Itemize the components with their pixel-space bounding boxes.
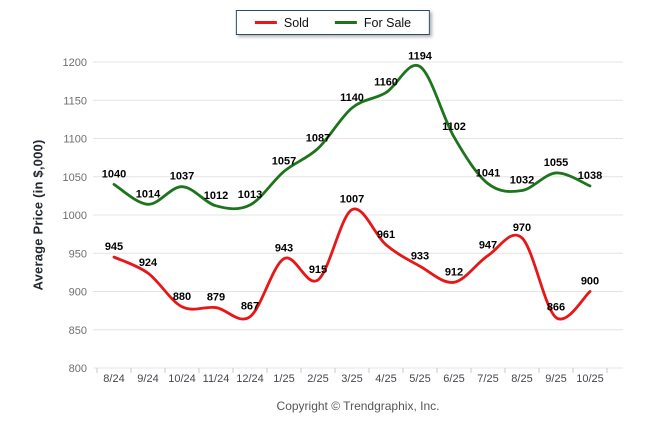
data-label: 1032 [510, 175, 534, 187]
data-label: 970 [513, 222, 531, 234]
data-label: 1057 [272, 155, 296, 167]
data-label: 1038 [578, 170, 602, 182]
data-label: 933 [411, 250, 429, 262]
svg-text:4/25: 4/25 [375, 373, 396, 385]
data-label: 1014 [136, 188, 161, 200]
svg-text:1050: 1050 [63, 172, 87, 184]
data-label: 943 [275, 243, 293, 255]
svg-text:10/25: 10/25 [576, 373, 604, 385]
data-label: 1194 [408, 51, 433, 63]
data-label: 924 [139, 257, 158, 269]
data-label: 1140 [340, 92, 364, 104]
data-label: 961 [377, 229, 395, 241]
data-label: 947 [479, 240, 497, 252]
copyright-text: Copyright © Trendgraphix, Inc. [276, 399, 440, 413]
svg-text:7/25: 7/25 [477, 373, 498, 385]
svg-text:1000: 1000 [63, 210, 87, 222]
legend-item-sold: Sold [254, 15, 309, 30]
svg-text:800: 800 [69, 363, 87, 375]
svg-text:10/24: 10/24 [168, 373, 196, 385]
data-label: 879 [207, 292, 225, 304]
data-label: 1013 [238, 189, 262, 201]
data-label: 1040 [102, 168, 126, 180]
svg-text:9/24: 9/24 [137, 373, 158, 385]
svg-text:1/25: 1/25 [273, 373, 294, 385]
legend-label-sold: Sold [283, 15, 309, 30]
svg-text:12/24: 12/24 [236, 373, 264, 385]
svg-text:8/25: 8/25 [511, 373, 532, 385]
data-label: 1055 [544, 157, 568, 169]
data-label: 912 [445, 266, 463, 278]
data-label: 866 [547, 302, 565, 314]
legend: Sold For Sale [235, 10, 431, 35]
sold-line-swatch [254, 21, 277, 24]
svg-text:11/24: 11/24 [203, 373, 230, 385]
data-label: 1087 [306, 132, 330, 144]
data-label: 945 [105, 241, 123, 253]
data-label: 900 [581, 276, 599, 288]
data-label: 1007 [340, 194, 364, 206]
svg-text:1100: 1100 [63, 134, 87, 146]
svg-text:5/25: 5/25 [409, 373, 430, 385]
svg-text:2/25: 2/25 [307, 373, 328, 385]
data-label: 915 [309, 264, 327, 276]
legend-label-for-sale: For Sale [363, 15, 412, 30]
svg-text:1200: 1200 [63, 57, 87, 69]
svg-text:1150: 1150 [63, 95, 87, 107]
svg-text:6/25: 6/25 [443, 373, 464, 385]
for-sale-line-swatch [334, 21, 357, 24]
svg-text:9/25: 9/25 [545, 373, 566, 385]
svg-text:900: 900 [69, 287, 87, 299]
data-label: 1041 [476, 168, 500, 180]
data-label: 867 [241, 301, 259, 313]
svg-text:3/25: 3/25 [341, 373, 362, 385]
data-label: 1102 [442, 121, 466, 133]
data-label: 1037 [170, 171, 194, 183]
legend-item-for-sale: For Sale [334, 15, 412, 30]
data-label: 1160 [374, 77, 398, 89]
svg-text:8/24: 8/24 [103, 373, 124, 385]
data-label: 1012 [204, 190, 228, 202]
data-label: 880 [173, 291, 191, 303]
svg-text:950: 950 [69, 248, 87, 260]
svg-text:850: 850 [69, 325, 87, 337]
